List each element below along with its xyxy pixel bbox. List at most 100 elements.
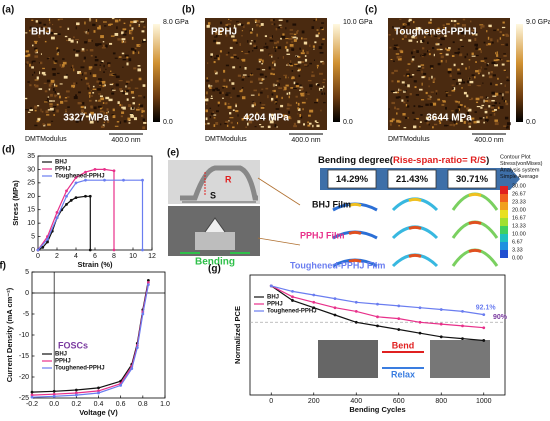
afm-grain — [136, 108, 140, 111]
y-tick-label: 25 — [27, 180, 35, 187]
afm-grain — [497, 58, 502, 60]
afm-grain — [433, 53, 435, 57]
afm-grain — [424, 31, 428, 34]
afm-grain — [466, 107, 470, 110]
afm-grain — [483, 99, 485, 103]
afm-grain — [99, 95, 103, 98]
afm-grain — [81, 50, 85, 52]
afm-grain — [39, 71, 41, 75]
afm-grain — [401, 38, 404, 40]
point — [376, 315, 379, 319]
afm-grain — [439, 121, 442, 124]
afm-grain — [56, 72, 60, 75]
point — [74, 393, 78, 397]
afm-grain — [420, 40, 423, 43]
afm-grain — [215, 121, 219, 125]
afm-grain — [32, 60, 36, 63]
afm-grain — [280, 37, 283, 40]
series-line — [31, 284, 149, 398]
afm-grain — [290, 87, 294, 89]
afm-grain — [494, 119, 498, 122]
afm-grain — [490, 38, 493, 42]
point — [46, 237, 49, 241]
afm-grain — [48, 18, 51, 22]
afm-grain — [470, 97, 474, 100]
afm-grain — [130, 20, 134, 24]
x-axis-label: Voltage (V) — [79, 408, 118, 417]
afm-grain — [259, 73, 263, 76]
afm-grain — [451, 89, 456, 92]
afm-grain — [391, 101, 396, 105]
afm-grain — [392, 38, 395, 40]
afm-grain — [290, 64, 294, 67]
afm-grain — [25, 55, 29, 58]
afm-grain — [496, 51, 498, 55]
afm-grain — [222, 85, 226, 87]
afm-grain — [56, 47, 59, 50]
afm-grain — [496, 39, 499, 43]
afm-grain — [480, 26, 483, 29]
afm-grain — [143, 40, 147, 43]
afm-grain — [436, 42, 438, 45]
point — [269, 284, 273, 288]
afm-grain — [424, 120, 428, 122]
afm-grain — [230, 56, 234, 59]
afm-grain — [310, 88, 312, 90]
afm-grain — [432, 116, 436, 119]
afm-grain — [297, 61, 302, 64]
afm-grain — [287, 103, 290, 107]
afm-grain — [452, 28, 454, 32]
series-line — [31, 280, 149, 393]
afm-grain — [419, 105, 424, 108]
afm-grain — [105, 96, 110, 100]
afm-grain — [141, 30, 145, 33]
afm-grain — [253, 44, 257, 48]
afm-grain — [271, 68, 275, 71]
afm-grain — [41, 71, 46, 75]
afm-grain — [230, 96, 233, 99]
afm-grain — [297, 102, 300, 106]
afm-grain — [486, 120, 488, 123]
afm-grain — [422, 47, 425, 50]
afm-grain — [78, 91, 81, 94]
afm-grain — [487, 99, 491, 102]
afm-grain — [215, 30, 217, 34]
afm-grain — [313, 19, 316, 22]
contour-swatch — [500, 210, 508, 218]
afm-grain — [25, 109, 29, 111]
afm-grain — [304, 55, 307, 57]
afm-grain — [474, 111, 477, 113]
afm-grain — [254, 21, 257, 23]
afm-grain — [471, 52, 474, 56]
afm-grain — [391, 118, 395, 121]
afm-grain — [39, 61, 43, 65]
afm-grain — [85, 115, 89, 118]
afm-grain — [493, 59, 498, 62]
colorbar-min: 0.0 — [526, 119, 536, 126]
afm-grain — [235, 103, 237, 106]
y-axis-label: Normalized PCE — [233, 306, 242, 364]
afm-grain — [445, 94, 448, 97]
afm-grain — [142, 118, 146, 122]
afm-grain — [479, 117, 483, 120]
afm-grain — [274, 46, 276, 50]
plot-frame — [249, 274, 506, 396]
afm-grain — [444, 35, 447, 37]
title-part: Bending degree( — [318, 155, 394, 166]
contour-value: 0.00 — [512, 255, 523, 261]
afm-grain — [390, 90, 395, 92]
afm-grain — [407, 63, 411, 65]
afm-grain — [225, 93, 229, 96]
afm-grain — [75, 50, 80, 53]
afm-grain — [241, 78, 245, 81]
afm-grain — [411, 58, 415, 61]
afm-grain — [289, 104, 292, 107]
afm-grain — [289, 29, 294, 31]
afm-grain — [123, 120, 127, 123]
afm-grain — [50, 36, 55, 40]
afm-grain — [92, 92, 95, 94]
afm-grain — [90, 106, 93, 108]
afm-grain — [427, 41, 429, 45]
point — [69, 198, 73, 202]
afm-grain — [205, 123, 207, 125]
